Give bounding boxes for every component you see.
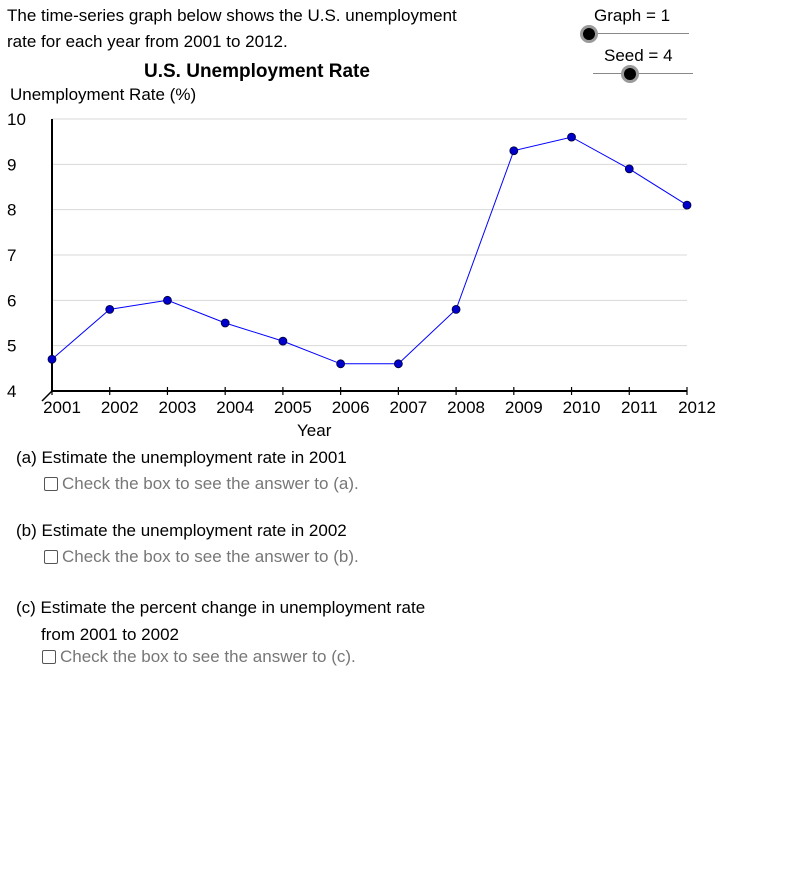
y-tick-label-8: 8 xyxy=(7,201,16,220)
graph-slider-track[interactable] xyxy=(589,33,689,34)
answer-c-checkbox-row[interactable]: Check the box to see the answer to (c). xyxy=(42,647,356,667)
seed-slider-knob[interactable] xyxy=(624,68,636,80)
data-point-2008 xyxy=(451,304,461,314)
answer-a-checkbox-row[interactable]: Check the box to see the answer to (a). xyxy=(44,474,359,494)
data-point-2010 xyxy=(567,132,576,142)
intro-line-2: rate for each year from 2001 to 2012. xyxy=(7,32,288,51)
seed-slider-label: Seed = 4 xyxy=(604,46,673,65)
question-a: (a) Estimate the unemployment rate in 20… xyxy=(16,448,347,467)
x-tick-label-2006: 2006 xyxy=(332,398,370,417)
answer-a-checkbox-label[interactable]: Check the box to see the answer to (a). xyxy=(62,474,359,493)
answer-a-checkbox[interactable] xyxy=(44,477,58,491)
y-tick-label-6: 6 xyxy=(7,291,16,310)
data-point-2001 xyxy=(47,354,57,364)
y-axis-label: Unemployment Rate (%) xyxy=(10,85,197,104)
x-tick-label-2003: 2003 xyxy=(159,398,197,417)
question-c-continued: from 2001 to 2002 xyxy=(41,625,179,644)
chart-title: U.S. Unemployment Rate xyxy=(144,61,370,82)
data-point-2011 xyxy=(624,164,634,174)
answer-c-checkbox-label[interactable]: Check the box to see the answer to (c). xyxy=(60,647,356,666)
x-tick-label-2009: 2009 xyxy=(505,398,543,417)
y-tick-label-7: 7 xyxy=(7,246,16,265)
data-point-2002 xyxy=(105,304,115,314)
answer-c-checkbox[interactable] xyxy=(42,650,56,664)
question-c: (c) Estimate the percent change in unemp… xyxy=(16,598,426,617)
answer-b-checkbox-row[interactable]: Check the box to see the answer to (b). xyxy=(44,547,359,567)
intro-line-1: The time-series graph below shows the U.… xyxy=(7,6,457,25)
intro-text: The time-series graph below shows the U.… xyxy=(7,3,527,55)
data-point-2005 xyxy=(278,336,288,346)
seed-slider-track[interactable] xyxy=(593,73,693,74)
data-point-2007 xyxy=(393,359,403,369)
chart-axes xyxy=(41,119,688,402)
chart-grid xyxy=(52,118,687,347)
y-tick-label-10: 10 xyxy=(7,110,26,129)
data-point-2009 xyxy=(509,146,519,156)
question-b: (b) Estimate the unemployment rate in 20… xyxy=(16,521,347,540)
x-axis-label: Year xyxy=(297,421,332,440)
x-tick-label-2002: 2002 xyxy=(101,398,139,417)
x-tick-label-2001: 2001 xyxy=(43,398,81,417)
series-points xyxy=(47,132,692,369)
y-tick-labels: 4 5 6 7 8 9 10 xyxy=(7,110,26,401)
y-tick-label-9: 9 xyxy=(7,155,16,174)
y-tick-label-5: 5 xyxy=(7,337,16,356)
answer-b-checkbox-label[interactable]: Check the box to see the answer to (b). xyxy=(62,547,359,566)
graph-slider-label: Graph = 1 xyxy=(594,6,671,25)
graph-slider-knob[interactable] xyxy=(583,28,595,40)
series-line-path xyxy=(51,136,688,365)
x-tick-label-2012: 2012 xyxy=(678,398,716,417)
x-tick-label-2010: 2010 xyxy=(563,398,601,417)
x-tick-label-2008: 2008 xyxy=(447,398,485,417)
series-line xyxy=(51,136,688,365)
x-tick-label-2004: 2004 xyxy=(216,398,254,417)
x-tick-label-2005: 2005 xyxy=(274,398,312,417)
answer-b-checkbox[interactable] xyxy=(44,550,58,564)
data-point-2006 xyxy=(336,359,346,369)
x-tick-labels: 2001 2002 2003 2004 2005 2006 2007 2008 2009 2010… xyxy=(43,398,716,417)
data-point-2012 xyxy=(682,200,692,210)
data-point-2004 xyxy=(220,318,230,328)
x-tick-label-2011: 2011 xyxy=(621,398,658,417)
axis-break-mark xyxy=(41,390,53,402)
y-tick-label-4: 4 xyxy=(7,382,16,401)
data-point-2003 xyxy=(163,295,172,305)
x-tick-label-2007: 2007 xyxy=(389,398,427,417)
